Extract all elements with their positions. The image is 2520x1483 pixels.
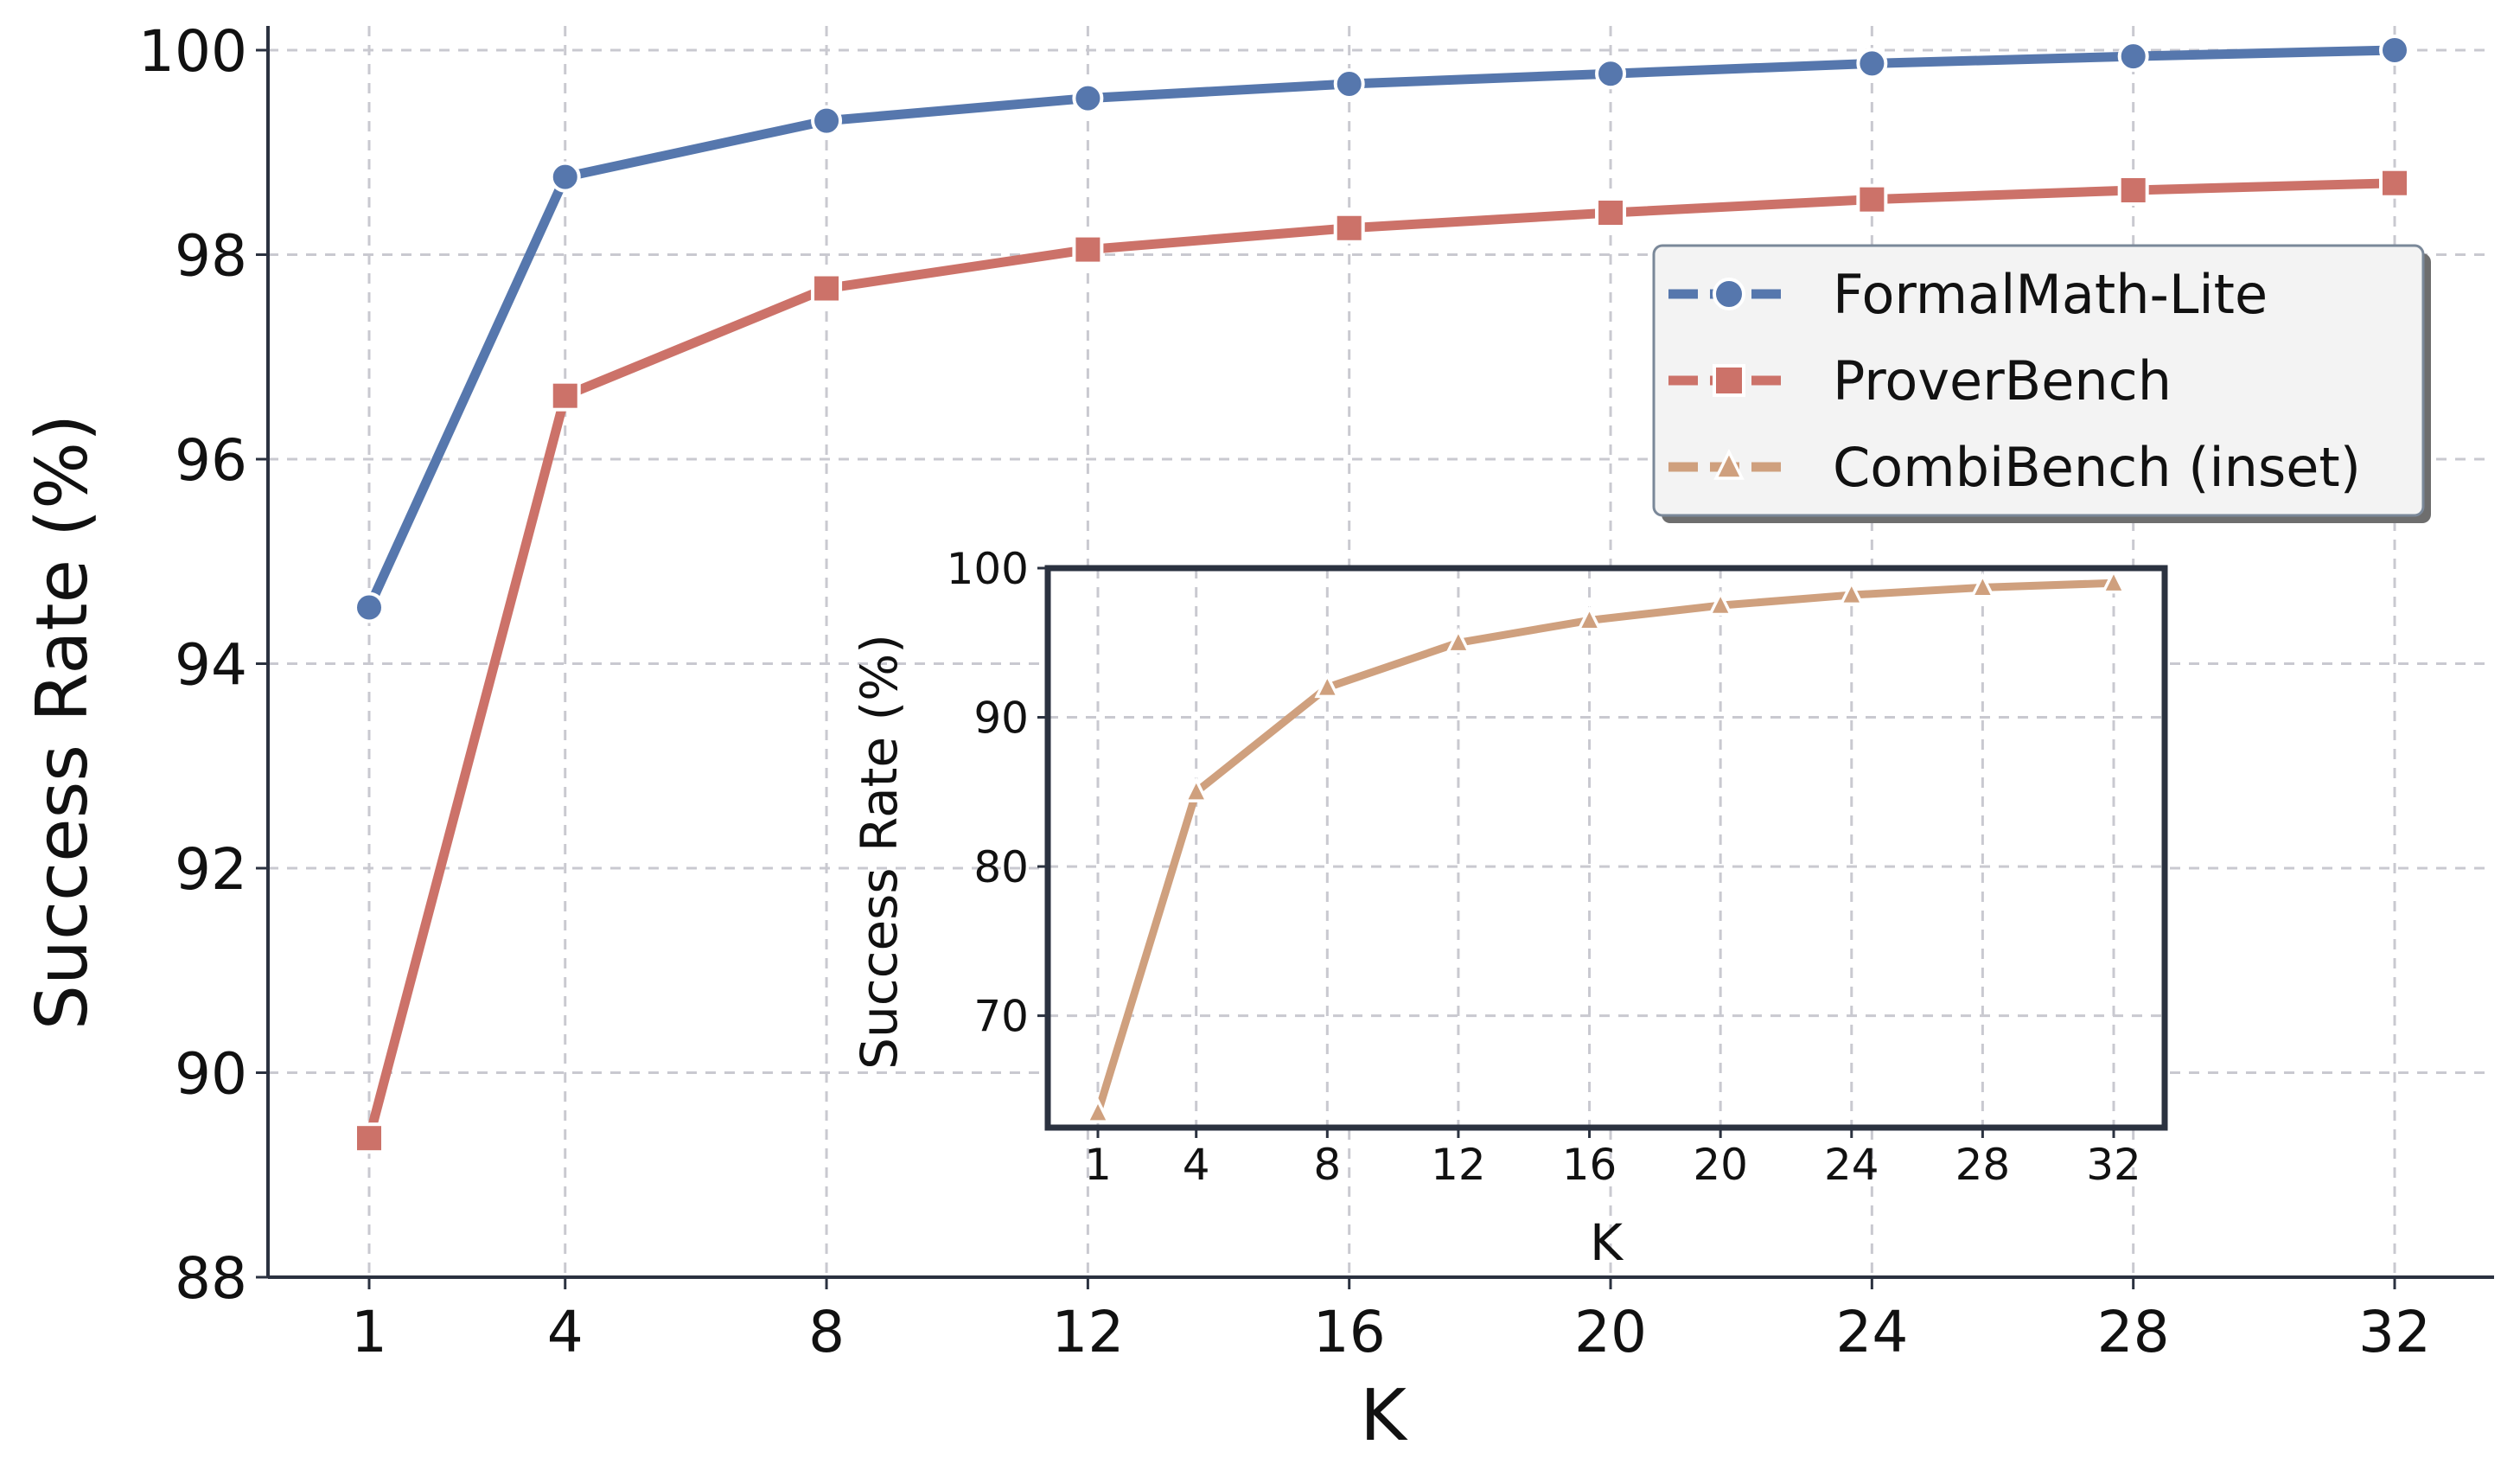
x-tick-label: 28	[2097, 1299, 2170, 1365]
legend: FormalMath-Lite ProverBench CombiBench (in…	[1652, 244, 2431, 523]
x-tick-label: 16	[1313, 1299, 1386, 1365]
formalmath-lite-point	[549, 161, 581, 193]
x-tick-label: 24	[1824, 1140, 1879, 1190]
y-tick-label: 92	[175, 836, 247, 903]
main-plot: 1 4 8 12 16 20 24 28 32 88 90 92 94 96 98 100 K Success…	[22, 18, 2494, 1457]
proverbench-point	[549, 380, 581, 412]
inset-plot: 1 4 8 12 16 20 24 28 32 70 80 90 100 K Success Rate …	[850, 544, 2168, 1272]
y-tick-label: 80	[973, 842, 1029, 892]
legend-marker-formalmath-lite	[1713, 278, 1745, 310]
combibench-inset-point	[1085, 1097, 1111, 1123]
inset-background	[1048, 568, 2165, 1128]
inset-series	[1085, 567, 2127, 1123]
x-tick-label: 20	[1574, 1299, 1647, 1365]
x-tick-label: 4	[547, 1299, 584, 1365]
x-tick-label: 1	[351, 1299, 387, 1365]
y-tick-label: 100	[138, 18, 247, 85]
legend-items: FormalMath-Lite ProverBench CombiBench (in…	[1668, 263, 2361, 499]
combibench-inset-point	[1183, 777, 1209, 802]
main-series	[354, 35, 2410, 1154]
formalmath-lite-point	[1333, 68, 1365, 100]
proverbench-point	[354, 1122, 385, 1154]
x-tick-label: 20	[1693, 1140, 1748, 1190]
proverbench-point	[811, 272, 843, 304]
y-tick-label: 70	[973, 992, 1029, 1042]
x-tick-label: 32	[2358, 1299, 2431, 1365]
formalmath-lite-point	[354, 591, 385, 623]
x-tick-label: 8	[1313, 1140, 1341, 1190]
x-tick-label: 32	[2086, 1140, 2141, 1190]
combibench-inset-point	[1969, 572, 1996, 598]
formalmath-lite-point	[1072, 82, 1104, 114]
y-tick-label: 90	[175, 1040, 247, 1107]
y-axis-label: Success Rate (%)	[22, 414, 104, 1030]
inset-axes: 1 4 8 12 16 20 24 28 32 70 80 90 100	[947, 544, 2141, 1190]
proverbench-point	[1333, 212, 1365, 244]
y-tick-label: 94	[175, 631, 247, 698]
formalmath-lite-point	[1856, 48, 1888, 80]
combibench-inset-point	[2101, 567, 2127, 594]
x-tick-label: 24	[1835, 1299, 1908, 1365]
proverbench-point	[1595, 197, 1627, 229]
y-tick-label: 96	[175, 427, 247, 494]
formalmath-lite-point	[2379, 35, 2410, 66]
x-tick-label: 12	[1431, 1140, 1486, 1190]
formalmath-lite-point	[811, 105, 843, 137]
y-tick-label: 100	[947, 544, 1029, 594]
inset-frame	[1044, 565, 2168, 1131]
combibench-inset-point	[1576, 604, 1603, 631]
proverbench-point	[1856, 183, 1888, 215]
formalmath-lite-point	[1595, 58, 1627, 90]
y-tick-label: 98	[175, 222, 247, 289]
proverbench-point	[1072, 233, 1104, 265]
x-tick-label: 12	[1051, 1299, 1124, 1365]
legend-label: FormalMath-Lite	[1833, 263, 2268, 326]
combibench-inset-point	[1838, 579, 1865, 606]
y-tick-label: 90	[973, 694, 1029, 744]
main-axes: 1 4 8 12 16 20 24 28 32 88 90 92 94 96 98 100	[138, 18, 2494, 1365]
legend-box	[1652, 244, 2425, 517]
x-axis-label: K	[1360, 1375, 1408, 1457]
inset-y-axis-label: Success Rate (%)	[850, 634, 909, 1070]
legend-label: ProverBench	[1833, 349, 2172, 412]
x-tick-label: 28	[1955, 1140, 2011, 1190]
combibench-inset-point	[1445, 627, 1471, 654]
legend-marker-combibench-inset	[1713, 448, 1745, 480]
legend-label: CombiBench (inset)	[1833, 436, 2361, 499]
proverbench-point	[2379, 167, 2410, 199]
y-tick-label: 88	[175, 1245, 247, 1312]
x-tick-label: 4	[1183, 1140, 1210, 1190]
x-tick-label: 16	[1562, 1140, 1617, 1190]
inset-x-axis-label: K	[1590, 1213, 1624, 1272]
combibench-inset-point	[1314, 672, 1341, 699]
legend-marker-proverbench	[1713, 364, 1745, 397]
x-tick-label: 1	[1084, 1140, 1112, 1190]
proverbench-point	[2117, 175, 2149, 207]
combibench-inset-point	[1707, 590, 1733, 617]
x-tick-label: 8	[808, 1299, 845, 1365]
formalmath-lite-point	[2117, 41, 2149, 73]
